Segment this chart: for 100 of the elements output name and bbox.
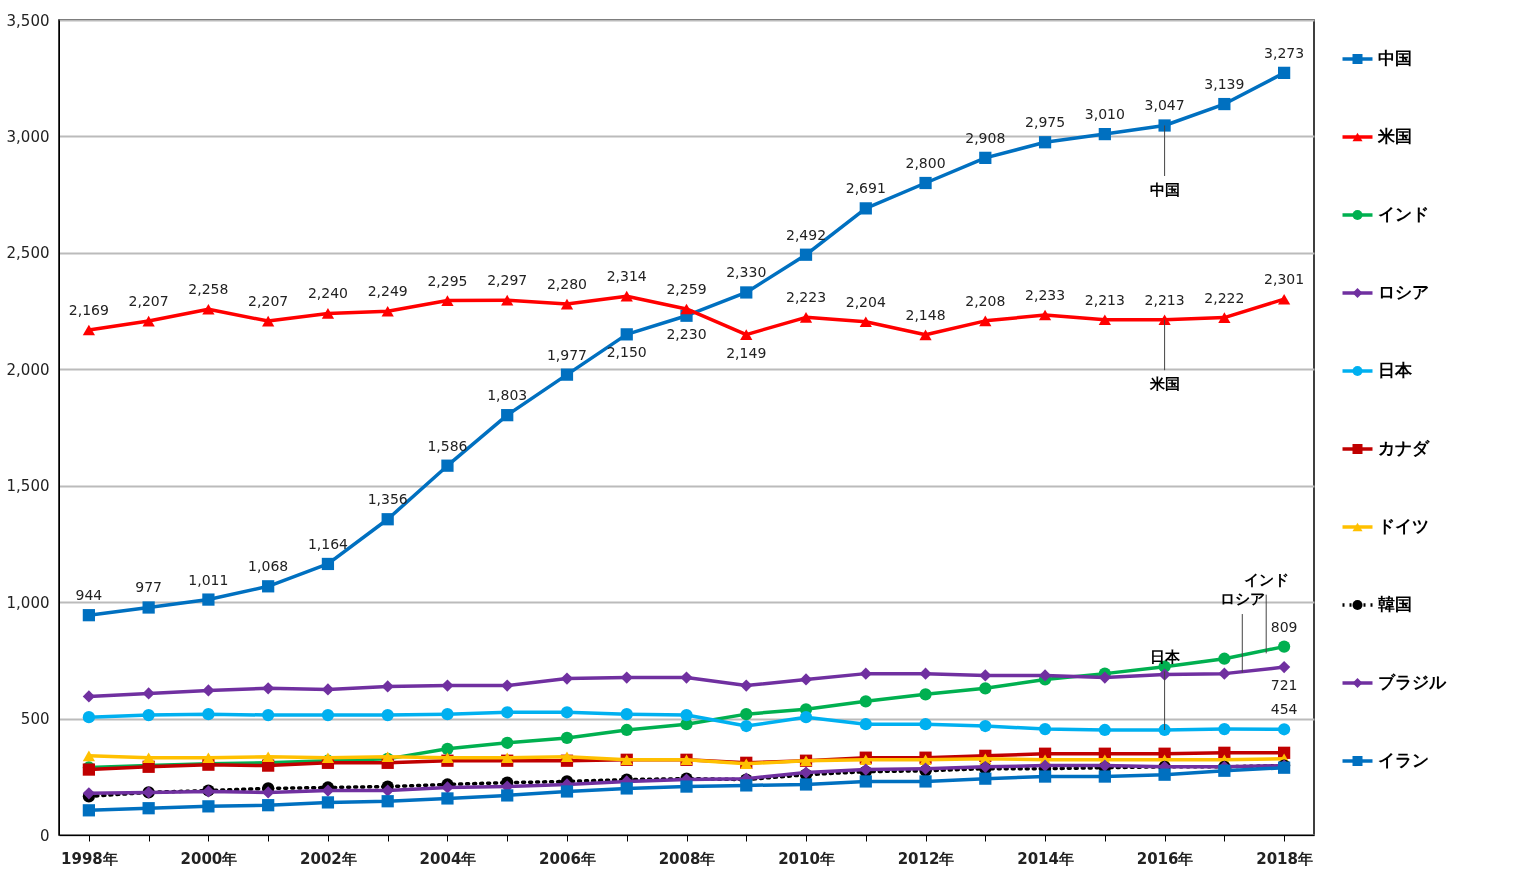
point [1158,119,1171,132]
point [321,752,335,763]
data-label: 2,213 [1144,291,1185,308]
data-label: 3,010 [1084,106,1125,123]
point [560,731,574,745]
data-label: 2,258 [188,281,229,298]
data-label: 2,280 [546,276,588,293]
data-label: 3,139 [1204,76,1245,93]
point [1278,293,1291,305]
x-tick-label: 2010年 [778,849,835,868]
point [381,795,394,808]
annotation: 日本 [1149,647,1181,666]
point [1218,722,1231,736]
x-tick-label: 2006年 [539,849,596,868]
point [620,723,633,737]
point [1158,314,1171,325]
point [859,316,872,328]
data-label: 2,492 [785,226,827,243]
point [560,298,574,310]
point [620,290,633,302]
legend-label: イラン [1378,750,1429,770]
legend-label: カナダ [1378,438,1430,458]
point [1038,136,1052,149]
data-label: 2,908 [965,129,1006,146]
data-label: 1,068 [248,558,289,575]
point [919,329,932,341]
legend-label: ブラジル [1378,672,1447,692]
point [501,789,514,802]
point [859,775,872,788]
legend-label: 米国 [1377,126,1412,146]
y-tick-label: 1,000 [6,593,50,612]
point [1038,669,1052,682]
point [321,557,335,571]
point [1278,660,1291,674]
point [1218,764,1231,777]
point [979,315,992,327]
data-label: 2,975 [1025,114,1066,131]
y-tick-label: 2,500 [6,244,50,263]
data-label: 944 [75,587,103,604]
point [979,151,992,164]
y-tick-label: 2,000 [6,360,50,379]
point [560,672,574,685]
point [321,796,335,809]
x-tick-label: 2000年 [180,849,238,868]
point [620,328,633,341]
point [979,772,992,785]
point [1278,723,1291,736]
y-tick-label: 0 [39,826,50,845]
point [620,782,633,795]
y-tick-label: 1,500 [6,477,50,496]
point [919,667,932,680]
legend-label: 韓国 [1378,594,1412,614]
data-label: 2,149 [726,344,767,361]
data-label: 2,207 [248,293,289,310]
data-label: 2,691 [845,180,886,197]
point [202,800,215,813]
y-tick-label: 3,500 [6,11,50,30]
point [859,695,872,708]
data-label: 809 [1270,618,1298,635]
legend-label: 日本 [1378,360,1413,380]
point [740,679,753,692]
data-label: 2,207 [128,293,169,310]
x-tick-label: 2012年 [897,849,955,868]
point [979,719,992,733]
point [799,248,813,261]
data-label: 1,164 [307,535,349,552]
point [262,315,275,327]
point [202,708,215,721]
point [202,752,215,763]
point [1218,312,1231,323]
x-tick-label: 1998年 [61,849,118,868]
annotation: 中国 [1149,180,1180,199]
data-label: 2,213 [1084,291,1125,308]
data-label: 1,586 [427,437,468,454]
point [501,706,514,719]
point [82,804,95,817]
point [740,708,753,721]
point [560,706,574,719]
legend-label: ドイツ [1378,516,1429,536]
point [142,752,155,763]
point [262,708,275,722]
data-label: 1,011 [188,571,229,588]
point [680,303,693,315]
point [560,751,574,763]
point [82,750,95,762]
point [1038,770,1052,783]
data-label: 2,800 [905,155,946,171]
point [799,673,813,686]
point [142,802,155,815]
point [1218,652,1231,665]
point [1218,667,1231,680]
point [799,312,813,323]
point [1218,97,1231,111]
point [799,778,813,791]
point [859,718,872,731]
point [441,752,454,763]
data-label: 1,356 [367,491,408,508]
data-label: 2,249 [367,283,408,300]
point [680,708,693,722]
point [919,775,932,788]
